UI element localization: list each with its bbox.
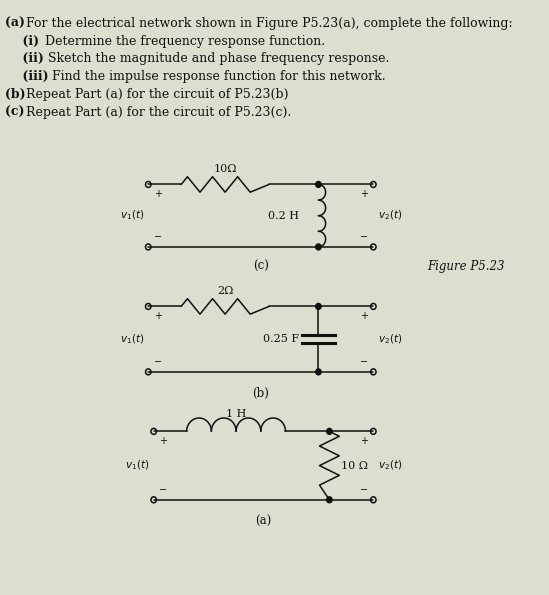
- Text: 10 Ω: 10 Ω: [341, 461, 368, 471]
- Text: $v_2(t)$: $v_2(t)$: [378, 209, 402, 223]
- Text: $v_1(t)$: $v_1(t)$: [125, 459, 149, 472]
- Text: −: −: [360, 358, 368, 367]
- Text: Repeat Part (a) for the circuit of P5.23(b): Repeat Part (a) for the circuit of P5.23…: [26, 88, 289, 101]
- Text: (i): (i): [5, 35, 48, 48]
- Text: Sketch the magnitude and phase frequency response.: Sketch the magnitude and phase frequency…: [48, 52, 389, 65]
- Text: (a): (a): [255, 515, 272, 528]
- Text: (c): (c): [5, 106, 29, 119]
- Circle shape: [316, 369, 321, 375]
- Text: (ii): (ii): [5, 52, 53, 65]
- Text: Figure P5.23: Figure P5.23: [428, 260, 505, 273]
- Text: +: +: [360, 311, 368, 321]
- Text: $v_1(t)$: $v_1(t)$: [120, 209, 144, 223]
- Text: +: +: [360, 436, 368, 446]
- Circle shape: [316, 303, 321, 309]
- Text: +: +: [159, 436, 167, 446]
- Text: $v_1(t)$: $v_1(t)$: [120, 333, 144, 346]
- Text: Determine the frequency response function.: Determine the frequency response functio…: [45, 35, 325, 48]
- Text: −: −: [154, 233, 162, 242]
- Text: $v_2(t)$: $v_2(t)$: [378, 459, 402, 472]
- Circle shape: [327, 497, 332, 503]
- Text: +: +: [154, 311, 162, 321]
- Text: (b): (b): [253, 387, 269, 400]
- Text: −: −: [360, 233, 368, 242]
- Text: (c): (c): [253, 260, 268, 273]
- Text: (iii): (iii): [5, 70, 53, 83]
- Circle shape: [316, 244, 321, 250]
- Text: $v_2(t)$: $v_2(t)$: [378, 333, 402, 346]
- Text: For the electrical network shown in Figure P5.23(a), complete the following:: For the electrical network shown in Figu…: [26, 17, 513, 30]
- Text: (b): (b): [5, 88, 31, 101]
- Text: 1 H: 1 H: [226, 409, 247, 419]
- Text: Find the impulse response function for this network.: Find the impulse response function for t…: [52, 70, 386, 83]
- Text: 0.25 F: 0.25 F: [263, 334, 299, 344]
- Text: +: +: [154, 189, 162, 199]
- Text: 2Ω: 2Ω: [217, 286, 233, 296]
- Text: −: −: [154, 358, 162, 367]
- Circle shape: [327, 428, 332, 434]
- Text: 0.2 H: 0.2 H: [268, 211, 299, 221]
- Text: 10Ω: 10Ω: [214, 164, 237, 174]
- Text: −: −: [360, 486, 368, 495]
- Text: +: +: [360, 189, 368, 199]
- Text: (a): (a): [5, 17, 30, 30]
- Text: Repeat Part (a) for the circuit of P5.23(c).: Repeat Part (a) for the circuit of P5.23…: [26, 106, 292, 119]
- Circle shape: [316, 181, 321, 187]
- Text: −: −: [159, 486, 167, 495]
